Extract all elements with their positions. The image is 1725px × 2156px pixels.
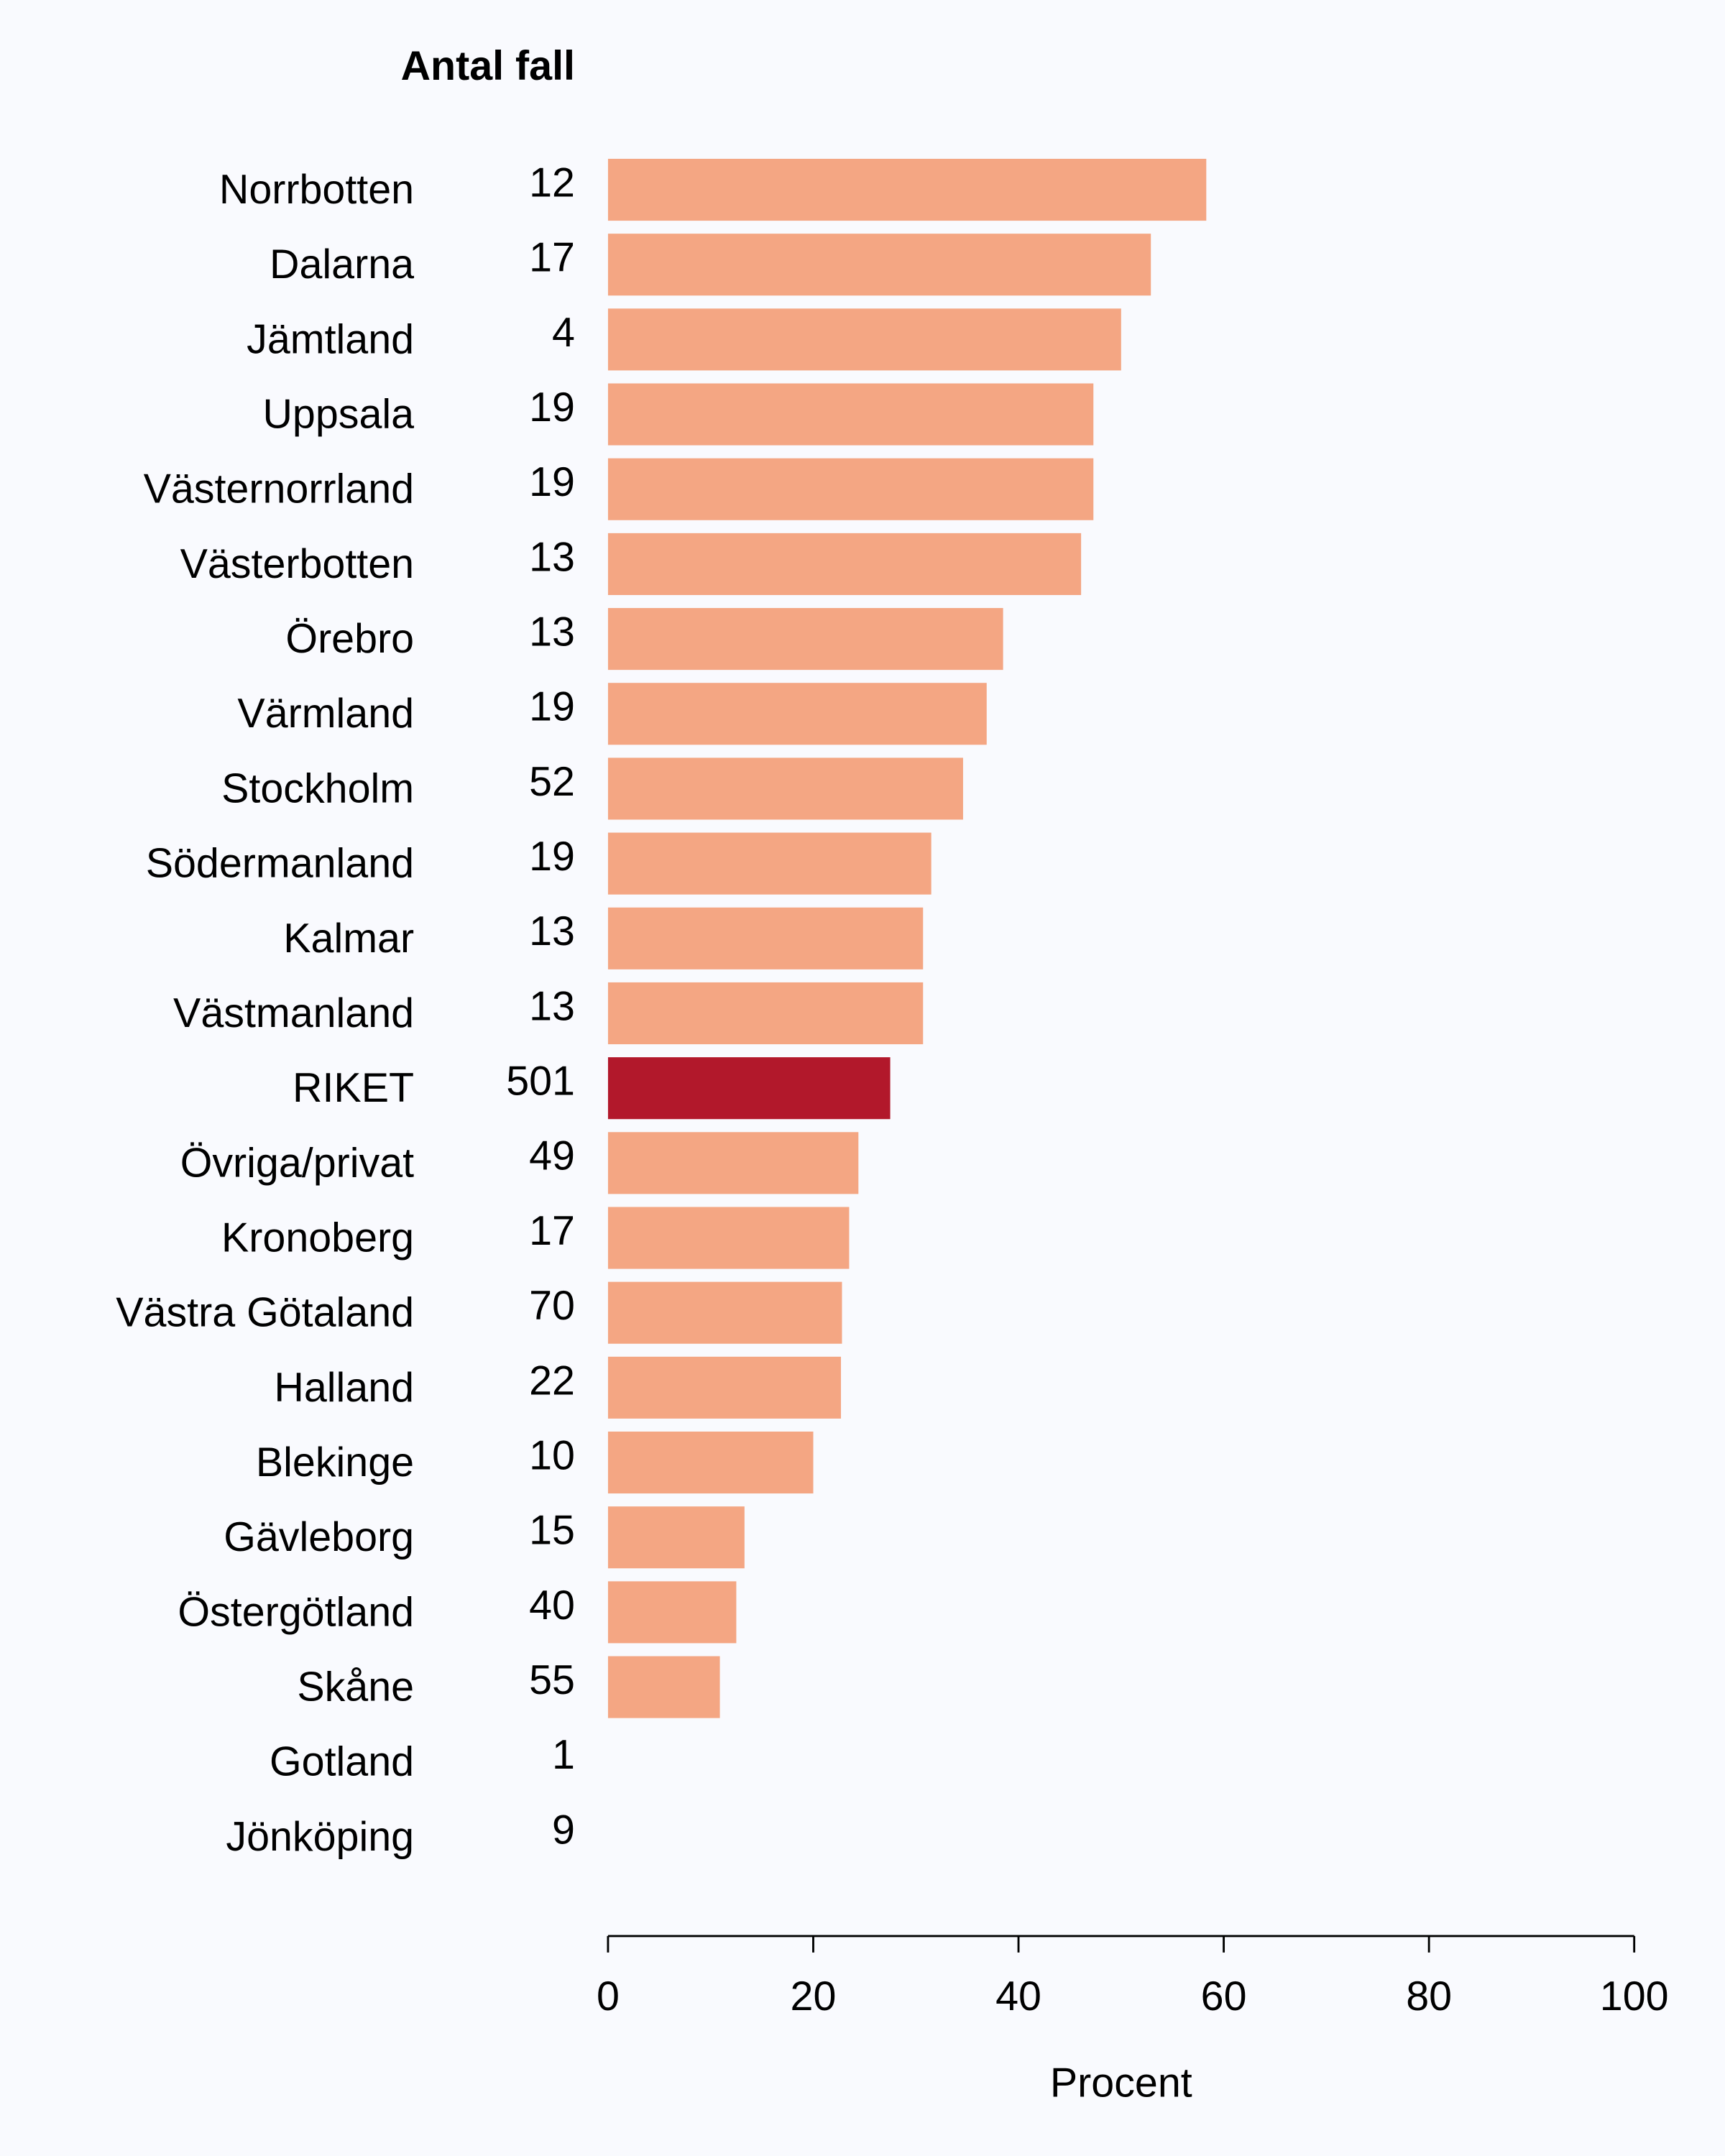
category-label: Västerbotten — [180, 541, 414, 587]
category-label: Örebro — [285, 616, 414, 662]
bar — [607, 1506, 745, 1569]
bar — [607, 907, 924, 969]
x-tick-label: 80 — [1406, 1973, 1452, 2019]
count-label: 19 — [529, 459, 575, 505]
count-header: Antal fall — [401, 43, 575, 89]
bar — [607, 533, 1082, 595]
count-label: 22 — [529, 1358, 575, 1404]
category-label: Övriga/privat — [180, 1140, 414, 1186]
bar — [607, 308, 1121, 371]
category-label: Södermanland — [146, 841, 414, 887]
bar — [607, 158, 1207, 221]
count-label: 1 — [552, 1732, 575, 1778]
bar — [607, 1431, 814, 1494]
count-label: 55 — [529, 1657, 575, 1703]
bar — [607, 458, 1094, 520]
count-label: 19 — [529, 684, 575, 730]
category-label: Gotland — [270, 1739, 414, 1785]
category-label: Jämtland — [247, 316, 414, 362]
count-label: 9 — [552, 1807, 575, 1853]
count-label: 501 — [506, 1059, 575, 1105]
bar — [607, 982, 924, 1045]
count-label: 15 — [529, 1508, 575, 1554]
x-axis-label: Procent — [1050, 2060, 1192, 2106]
x-tick-label: 20 — [791, 1973, 837, 2019]
category-label: Östergötland — [178, 1589, 414, 1635]
bar — [607, 832, 932, 895]
x-tick-label: 0 — [597, 1973, 620, 2019]
bar — [607, 757, 963, 820]
bar — [607, 1057, 891, 1120]
count-label: 10 — [529, 1432, 575, 1478]
bar — [607, 1356, 842, 1419]
category-label: Västra Götaland — [116, 1290, 414, 1336]
count-label: 17 — [529, 1208, 575, 1254]
category-label: Västernorrland — [144, 466, 414, 512]
bar — [607, 1656, 720, 1718]
count-label: 13 — [529, 534, 575, 580]
category-label: Kronoberg — [221, 1215, 414, 1261]
category-label: Värmland — [237, 691, 414, 737]
count-label: 13 — [529, 908, 575, 954]
bar — [607, 1207, 850, 1269]
count-label: 19 — [529, 384, 575, 430]
bar — [607, 608, 1003, 671]
count-label: 40 — [529, 1583, 575, 1628]
category-label: Skåne — [297, 1664, 414, 1710]
x-tick-label: 100 — [1600, 1973, 1669, 2019]
category-label: Norrbotten — [219, 167, 414, 213]
category-label: Jönköping — [226, 1814, 414, 1860]
bar — [607, 1132, 859, 1194]
count-label: 52 — [529, 759, 575, 805]
count-label: 12 — [529, 160, 575, 206]
category-label: RIKET — [293, 1065, 414, 1111]
count-label: 70 — [529, 1283, 575, 1329]
x-tick-label: 60 — [1201, 1973, 1247, 2019]
count-label: 19 — [529, 834, 575, 880]
bar — [607, 1581, 737, 1644]
bar — [607, 383, 1094, 446]
bar — [607, 683, 987, 745]
category-label: Gävleborg — [224, 1514, 414, 1560]
bar — [607, 234, 1151, 296]
count-label: 13 — [529, 983, 575, 1029]
category-label: Blekinge — [256, 1439, 414, 1485]
count-label: 17 — [529, 235, 575, 281]
count-label: 49 — [529, 1133, 575, 1179]
category-label: Stockholm — [221, 765, 414, 811]
x-tick-label: 40 — [995, 1973, 1041, 2019]
category-label: Kalmar — [283, 916, 414, 962]
category-label: Västmanland — [173, 990, 414, 1036]
bar — [607, 1281, 842, 1344]
category-label: Uppsala — [262, 392, 414, 438]
category-label: Dalarna — [270, 241, 414, 287]
count-label: 13 — [529, 609, 575, 655]
category-label: Halland — [274, 1365, 414, 1411]
count-label: 4 — [552, 310, 575, 356]
